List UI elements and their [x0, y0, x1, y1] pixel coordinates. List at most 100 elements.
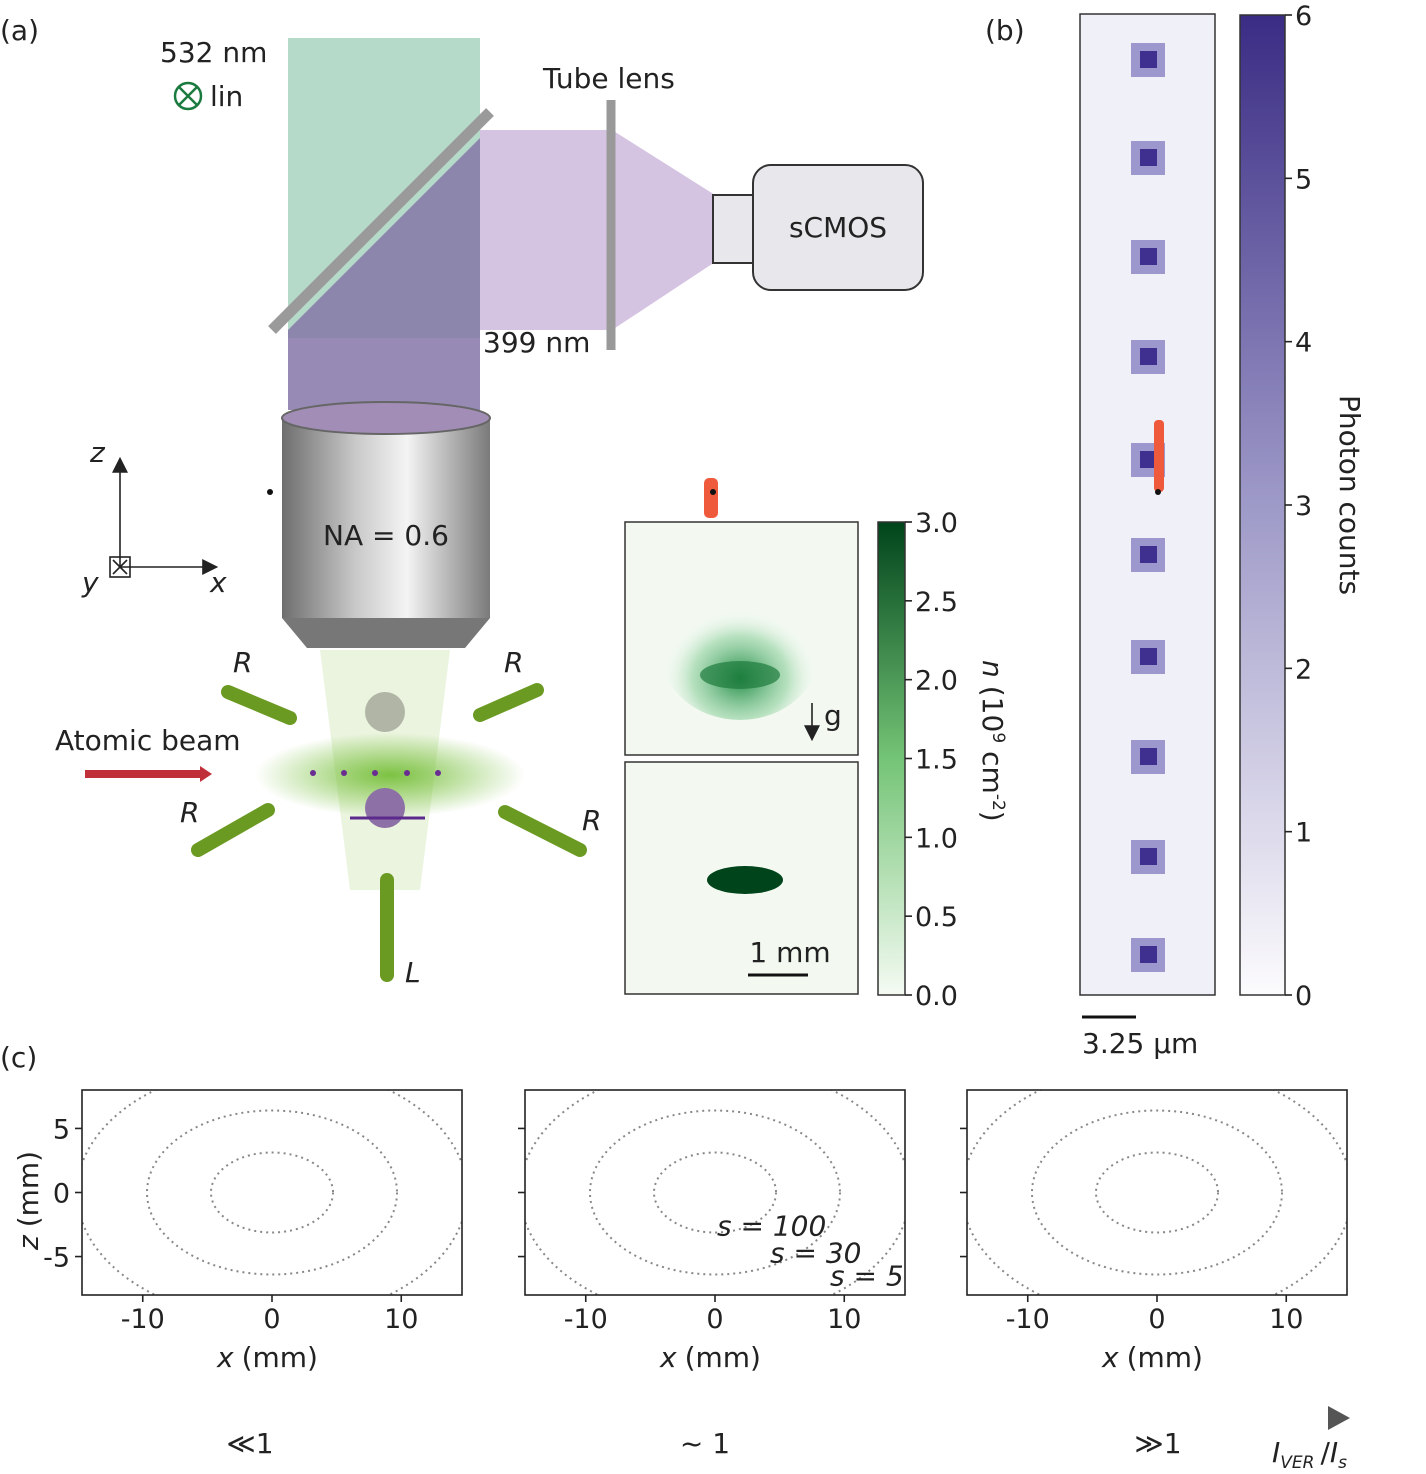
center-point — [710, 489, 716, 495]
polarization-label: lin — [210, 80, 243, 113]
regime-label: ≪1 — [226, 1427, 273, 1460]
scale-bar-label: 1 mm — [749, 936, 830, 969]
panel-label: (b) — [985, 14, 1025, 47]
objective — [282, 418, 490, 618]
center-point — [267, 489, 273, 495]
contour — [82, 1090, 462, 1295]
spot-core — [1140, 946, 1157, 963]
beam-label: R — [233, 646, 252, 679]
polarization-symbol — [173, 81, 203, 111]
camera-nose — [712, 194, 754, 264]
spot-core — [1140, 546, 1157, 563]
tube-lens-label: Tube lens — [542, 62, 675, 95]
colorbar-label: n (109 cm-2) — [976, 660, 1009, 822]
sub: s — [1338, 1453, 1347, 1473]
y-tick-label: -5 — [43, 1243, 70, 1274]
fluorescence-beam — [288, 138, 480, 410]
colorbar-tick-label: 2 — [1295, 654, 1312, 685]
spot-core — [1140, 149, 1157, 166]
ratio-label: IVER/Is — [1272, 1436, 1347, 1473]
axis-label: x — [209, 566, 227, 599]
density-blob — [707, 866, 783, 894]
beam-label: L — [405, 956, 421, 989]
spot-core — [1140, 648, 1157, 665]
y-tick-label: 0 — [53, 1179, 70, 1210]
fluorescence-beam — [480, 130, 610, 330]
axes-frame — [966, 1089, 1348, 1296]
x-tick-label: 10 — [384, 1304, 418, 1335]
x-tick-label: -10 — [121, 1304, 165, 1335]
sub: VER — [1280, 1453, 1314, 1473]
beam-label: R — [504, 646, 523, 679]
x-tick-label: -10 — [1006, 1304, 1050, 1335]
x-tick-label: 0 — [1148, 1304, 1165, 1335]
unit: (mm) — [242, 1341, 318, 1374]
regime-label: ≫1 — [1134, 1427, 1181, 1460]
sep: / — [1320, 1436, 1330, 1469]
contour — [967, 1090, 1347, 1295]
colorbar-tick-label: 1 — [1295, 818, 1312, 849]
atomic-beam-label: Atomic beam — [55, 724, 241, 757]
contour — [146, 1109, 398, 1276]
panel-label: (c) — [0, 1041, 37, 1074]
colorbar-tick-label: 2.0 — [915, 666, 958, 697]
unit: cm — [976, 751, 1009, 794]
camera-body — [752, 164, 924, 291]
wavelength-label: 532 nm — [160, 36, 267, 69]
wavelength-label: 399 nm — [483, 326, 590, 359]
gravity-label: g — [824, 699, 842, 732]
contour — [589, 1109, 841, 1276]
colorbar-tick-label: 0.0 — [915, 981, 958, 1012]
var: x — [659, 1341, 677, 1374]
mot-cloud — [365, 788, 405, 828]
num: I — [1272, 1436, 1280, 1469]
x-axis-label: x (mm) — [659, 1341, 761, 1374]
regime-label: ~ 1 — [680, 1427, 730, 1460]
fluorescence-cone — [612, 130, 715, 330]
coordinate-axes — [109, 456, 219, 578]
unit: (mm) — [12, 1151, 45, 1227]
spot-core — [1140, 248, 1157, 265]
contour — [1095, 1151, 1219, 1234]
x-axis-label: x (mm) — [216, 1341, 318, 1374]
colorbar-tick-label: 2.5 — [915, 587, 958, 618]
trajectory-core — [704, 420, 1164, 518]
atom-dots — [310, 770, 441, 776]
contour — [653, 1151, 777, 1234]
var: x — [216, 1341, 234, 1374]
suffix: ) — [976, 811, 1009, 822]
mot-shadow — [365, 692, 405, 732]
prefix: (10 — [976, 686, 1009, 733]
axes-frame — [81, 1089, 463, 1296]
colorbar — [1239, 14, 1286, 996]
var: z — [12, 1234, 45, 1251]
y-axis-label: z (mm) — [12, 1151, 45, 1251]
density-blob — [660, 580, 820, 720]
panel-label: (a) — [0, 14, 39, 47]
exponent: -2 — [988, 794, 1008, 811]
spot-core — [1140, 451, 1157, 468]
symbol: n — [976, 660, 1009, 678]
scale-bar-label: 3.25 μm — [1082, 1027, 1198, 1060]
objective-lens — [281, 401, 491, 435]
atom-spots — [1131, 43, 1165, 972]
camera-label: sCMOS — [789, 211, 887, 244]
spot-core — [1140, 748, 1157, 765]
regime-arrowhead — [1328, 1406, 1350, 1430]
mot-glow — [255, 733, 525, 817]
center-point — [1155, 489, 1161, 495]
objective-tip — [282, 618, 490, 648]
den: I — [1330, 1436, 1338, 1469]
mot-beams — [191, 683, 587, 982]
x-tick-label: 10 — [1269, 1304, 1303, 1335]
objective-label: NA = 0.6 — [323, 519, 449, 552]
colorbar-tick-label: 0 — [1295, 981, 1312, 1012]
contour — [210, 1151, 334, 1234]
atomic-beam-arrowhead — [200, 766, 212, 782]
beam-label: R — [180, 796, 199, 829]
colorbar-tick-label: 0.5 — [915, 902, 958, 933]
colorbar-tick-label: 1.0 — [915, 823, 958, 854]
colorbar-tick-label: 4 — [1295, 328, 1312, 359]
exponent: 9 — [988, 732, 1008, 743]
axis-label: z — [89, 436, 106, 469]
